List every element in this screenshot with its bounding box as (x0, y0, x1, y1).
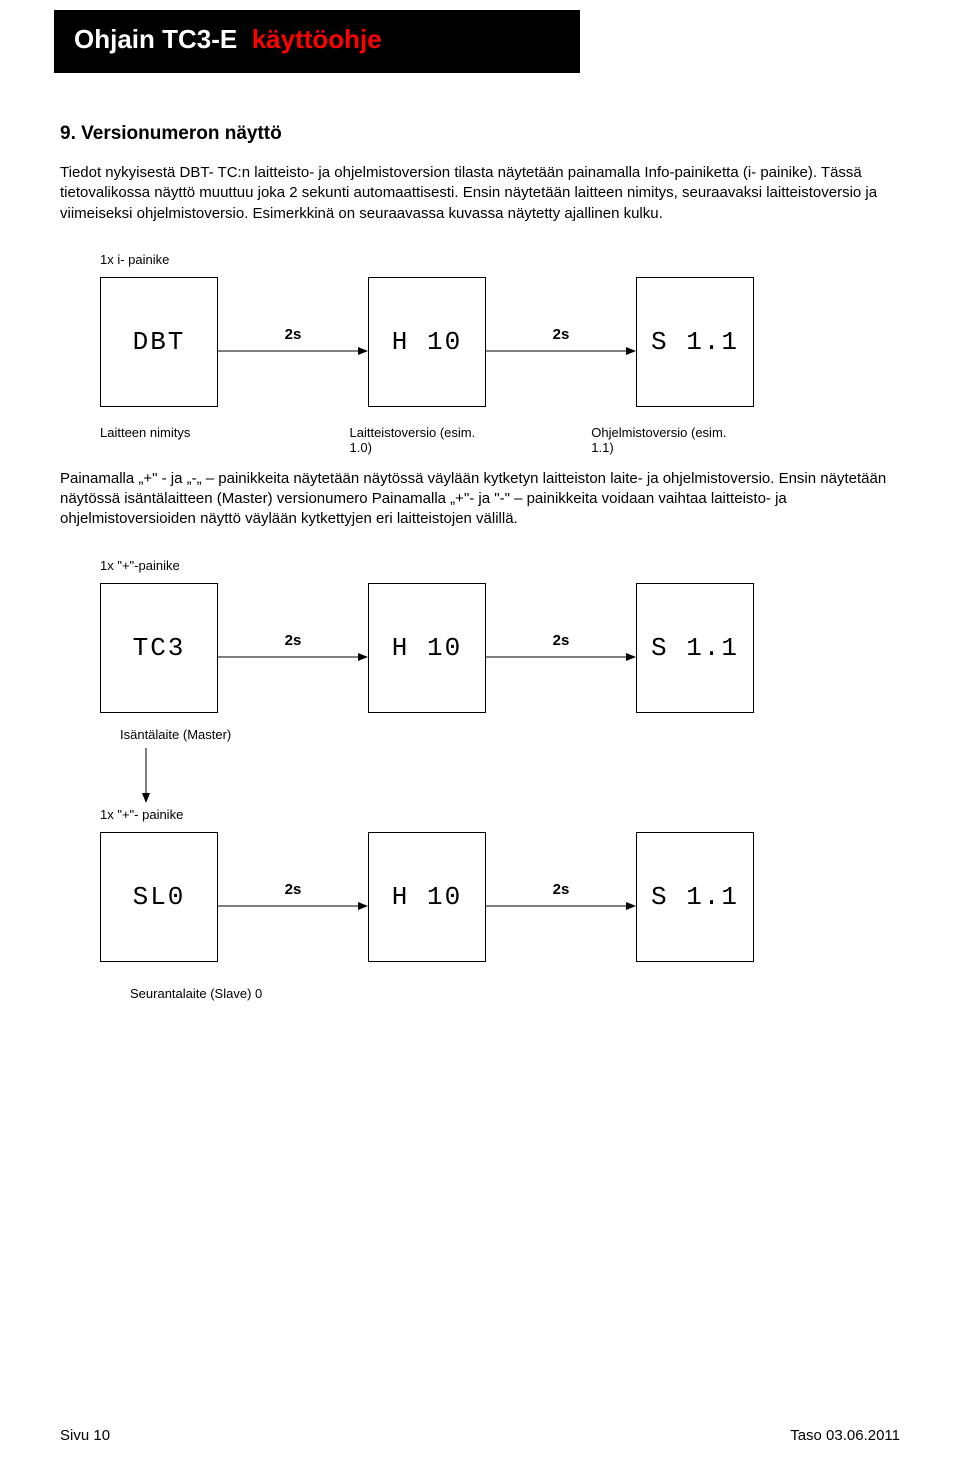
diagram1-caption3: Ohjelmistoversio (esim. 1.1) (591, 425, 752, 455)
diagram1-box1: DBT (100, 277, 218, 407)
diagram2-trigger-label: 1x "+"-painike (100, 558, 900, 573)
paragraph-1: Tiedot nykyisestä DBT- TC:n laitteisto- … (60, 163, 900, 224)
paragraph-2: Painamalla „+" - ja „-„ – painikkeita nä… (60, 469, 900, 530)
footer-revision: Taso 03.06.2011 (790, 1427, 900, 1444)
diagram1-arrow2: 2s (486, 326, 636, 357)
diagram3-box2: H 10 (368, 832, 486, 962)
diagram3-trigger-label: 1x "+"- painike (100, 807, 900, 822)
diagram2-box2: H 10 (368, 583, 486, 713)
arrow-right-icon (218, 651, 368, 663)
page-content: 9. Versionumeron näyttö Tiedot nykyisest… (0, 123, 960, 1001)
diagram1-caption2: Laitteistoversio (esim. 1.0) (350, 425, 494, 455)
arrow-right-icon (486, 345, 636, 357)
diagram2-arrow1: 2s (218, 632, 368, 663)
header-title-doc: käyttöohje (252, 24, 382, 54)
arrow-right-icon (218, 345, 368, 357)
diagram3-caption1: Seurantalaite (Slave) 0 (130, 986, 900, 1001)
arrow-right-icon (486, 651, 636, 663)
page-header: Ohjain TC3-E käyttöohje (54, 10, 580, 73)
diagram1-row: DBT 2s H 10 2s S 1.1 (100, 277, 900, 407)
diagram3-arrow1: 2s (218, 881, 368, 912)
diagram1-arrow1: 2s (218, 326, 368, 357)
diagram3-box3: S 1.1 (636, 832, 754, 962)
arrow-down-icon (140, 748, 152, 803)
footer-page-number: Sivu 10 (60, 1427, 110, 1444)
arrow-right-icon (486, 900, 636, 912)
down-arrow-block (140, 748, 900, 803)
diagram2-row: TC3 2s H 10 2s S 1.1 (100, 583, 900, 713)
diagram2-box3: S 1.1 (636, 583, 754, 713)
arrow-right-icon (218, 900, 368, 912)
page-footer: Sivu 10 Taso 03.06.2011 (60, 1427, 900, 1444)
diagram1-trigger-label: 1x i- painike (100, 252, 900, 267)
diagram2-caption1: Isäntälaite (Master) (120, 727, 900, 742)
diagram3-arrow2: 2s (486, 881, 636, 912)
diagram1-captions: Laitteen nimitys Laitteistoversio (esim.… (100, 425, 900, 455)
diagram3-row: SL0 2s H 10 2s S 1.1 (100, 832, 900, 962)
diagram1-caption1: Laitteen nimitys (100, 425, 202, 455)
diagram2-arrow2: 2s (486, 632, 636, 663)
header-title-product: Ohjain TC3-E (74, 24, 237, 54)
diagram1-box3: S 1.1 (636, 277, 754, 407)
diagram2-box1: TC3 (100, 583, 218, 713)
diagram3-box1: SL0 (100, 832, 218, 962)
diagram1-box2: H 10 (368, 277, 486, 407)
section-heading: 9. Versionumeron näyttö (60, 123, 900, 145)
